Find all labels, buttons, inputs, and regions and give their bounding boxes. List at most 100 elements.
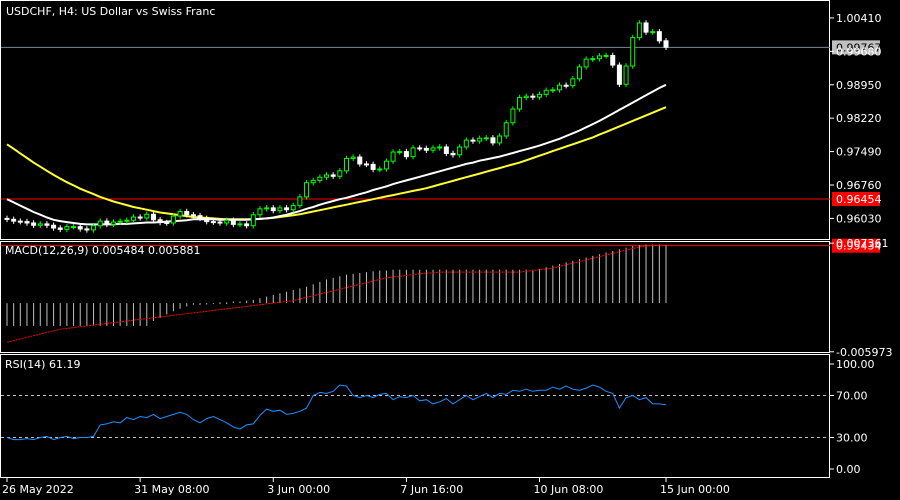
candle-bear xyxy=(244,223,250,227)
candle-bear xyxy=(164,222,170,225)
price-axis-label: 0.96030 xyxy=(836,212,882,225)
symbol-title: USDCHF, H4: US Dollar vs Swiss Franc xyxy=(6,5,215,18)
macd-layer: 0.007361 -0.005973 xyxy=(6,237,892,359)
candle-bull xyxy=(264,207,270,210)
candle-bull xyxy=(410,147,416,158)
candle-bear xyxy=(44,223,50,226)
candle-bear xyxy=(11,218,17,222)
candle-bear xyxy=(610,54,616,66)
candle-bear xyxy=(370,163,376,170)
candle-bull xyxy=(237,223,243,226)
candle-bull xyxy=(37,223,43,226)
candle-bull xyxy=(463,139,469,148)
candle-bear xyxy=(217,221,223,224)
candle-bear xyxy=(24,221,30,224)
level-price-tag xyxy=(832,191,880,206)
candle-bull xyxy=(383,160,389,170)
bid-price-tag xyxy=(832,40,880,55)
price-tag-label: 0.99767 xyxy=(836,41,882,54)
candle-bull xyxy=(304,182,310,198)
candle-bull xyxy=(397,151,403,154)
candle-bull xyxy=(430,147,436,151)
candle-bull xyxy=(317,176,323,181)
price-axis-label: 0.99680 xyxy=(836,45,882,58)
price-axis-label: 0.98950 xyxy=(836,79,882,92)
candle-bear xyxy=(204,217,210,223)
candle-bull xyxy=(503,122,509,137)
ma-fast-line xyxy=(6,83,667,226)
candle-bear xyxy=(4,217,10,220)
macd-axis-label: 0.007361 xyxy=(836,237,889,250)
candle-bear xyxy=(363,163,369,166)
candle-bear xyxy=(656,31,662,42)
price-candles xyxy=(4,20,669,233)
candle-bull xyxy=(390,151,396,162)
candle-bull xyxy=(543,89,549,95)
candle-bear xyxy=(137,216,143,219)
candle-bear xyxy=(190,214,196,217)
candle-bear xyxy=(403,151,409,158)
candle-bear xyxy=(17,220,23,223)
candle-bear xyxy=(210,221,216,224)
candle-bear xyxy=(104,220,110,225)
price-axis-label: 0.96760 xyxy=(836,179,882,192)
candle-bull xyxy=(224,219,230,224)
candle-bull xyxy=(124,219,130,222)
candle-bear xyxy=(51,224,57,229)
candle-bull xyxy=(630,37,636,67)
candle-bear xyxy=(77,226,83,230)
candle-bear xyxy=(450,152,456,156)
candle-bear xyxy=(490,137,496,144)
price-axis-label: 1.00410 xyxy=(836,12,882,25)
macd-axis-label: -0.005973 xyxy=(836,346,892,359)
candle-bear xyxy=(284,207,290,211)
candle-bull xyxy=(343,157,349,172)
candle-bear xyxy=(663,40,669,48)
candle-bear xyxy=(197,215,203,219)
level-price-tag xyxy=(832,238,880,253)
candle-bull xyxy=(324,174,330,178)
candle-bull xyxy=(177,211,183,217)
time-axis-label: 15 Jun 00:00 xyxy=(660,483,730,496)
candle-bull xyxy=(636,22,642,39)
candle-bear xyxy=(230,219,236,225)
candle-bear xyxy=(270,207,276,212)
candle-bull xyxy=(111,221,117,225)
candle-bull xyxy=(64,226,70,230)
price-axis-label: 0.98220 xyxy=(836,112,882,125)
macd-panel-frame xyxy=(0,241,830,353)
candle-bull xyxy=(250,214,256,227)
candle-bull xyxy=(576,66,582,80)
candle-bear xyxy=(530,95,536,98)
candle-bull xyxy=(71,226,77,229)
candle-bull xyxy=(170,215,176,224)
candle-bull xyxy=(350,156,356,159)
candle-bull xyxy=(437,146,443,149)
rsi-panel-frame xyxy=(0,354,830,478)
candle-bull xyxy=(117,220,123,223)
time-axis-label: 3 Jun 00:00 xyxy=(267,483,330,496)
candle-bull xyxy=(277,207,283,212)
rsi-line xyxy=(6,384,667,441)
candle-bear xyxy=(417,147,423,150)
candle-bear xyxy=(330,174,336,177)
candle-bull xyxy=(603,54,609,57)
candle-bear xyxy=(357,156,363,165)
macd-signal-line xyxy=(6,244,666,343)
candle-bear xyxy=(643,22,649,33)
candle-bull xyxy=(517,97,523,110)
candle-bull xyxy=(556,84,562,91)
candle-bull xyxy=(457,146,463,156)
moving-averages xyxy=(6,83,667,226)
rsi-axis-label: 70.00 xyxy=(836,390,868,403)
candle-bull xyxy=(483,137,489,140)
candle-bull xyxy=(297,196,303,207)
macd-label: MACD(12,26,9) 0.005484 0.005881 xyxy=(5,244,201,257)
candle-bear xyxy=(616,64,622,85)
candle-bull xyxy=(310,179,316,184)
candle-bull xyxy=(623,65,629,85)
time-axis-label: 7 Jun 16:00 xyxy=(400,483,463,496)
candle-bull xyxy=(290,205,296,211)
rsi-layer: 100.00 70.00 30.00 0.00 xyxy=(1,358,875,476)
candle-bull xyxy=(650,31,656,34)
